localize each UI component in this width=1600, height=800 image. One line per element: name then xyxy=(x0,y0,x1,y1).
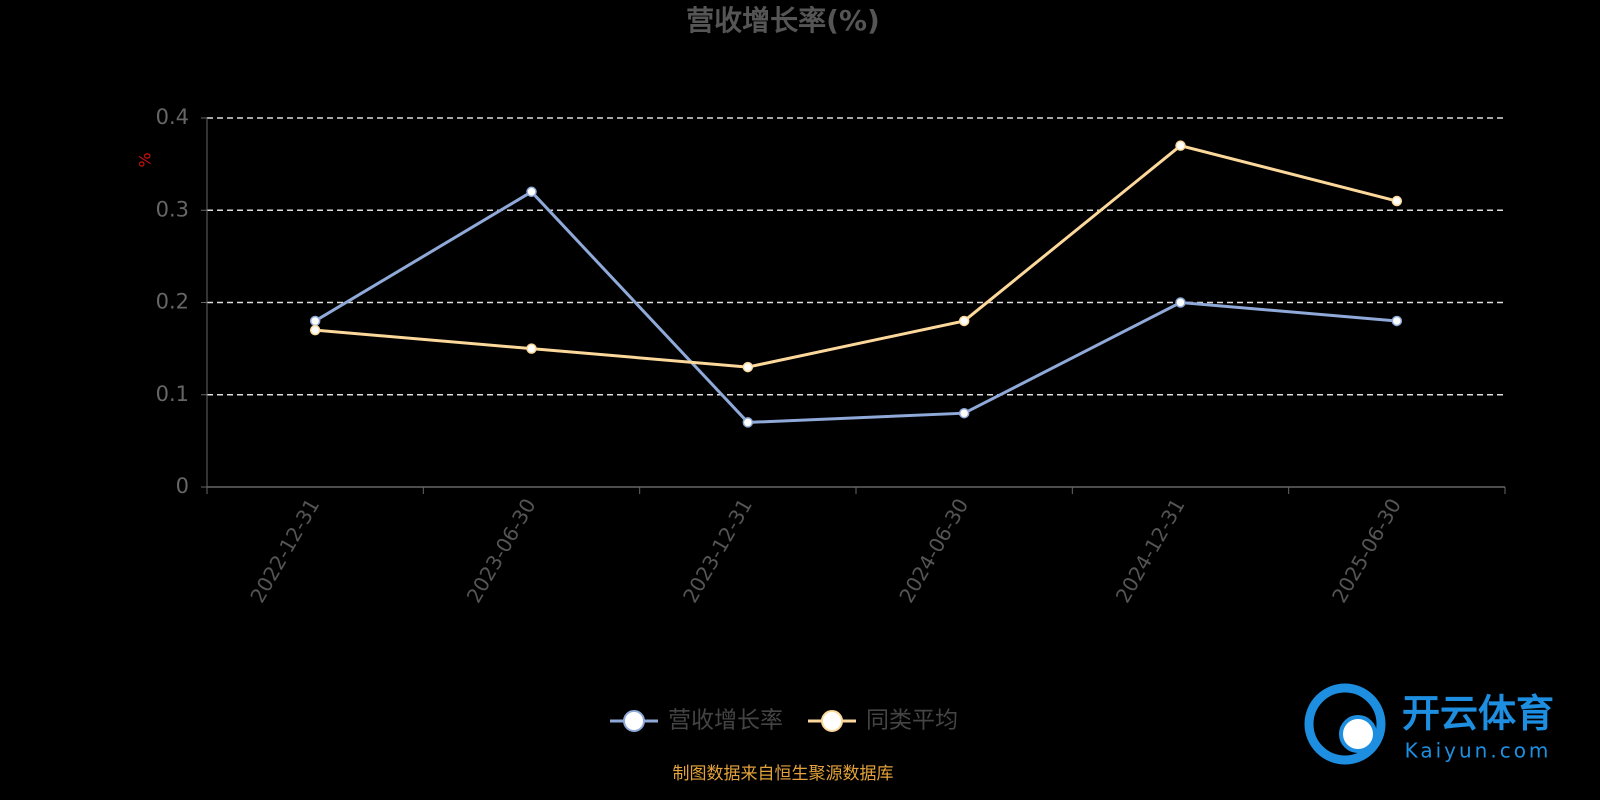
y-tick-label: 0.2 xyxy=(156,290,189,314)
series-line xyxy=(314,189,1397,424)
logo-ring xyxy=(1304,683,1386,765)
data-point xyxy=(526,186,537,198)
legend-label: 营收增长率 xyxy=(668,708,783,734)
legend-item: 营收增长率 xyxy=(610,708,783,734)
series-line xyxy=(315,144,1398,369)
chart-title: 营收增长率(%) xyxy=(686,4,880,37)
y-tick-label: 0.3 xyxy=(156,197,189,221)
data-point xyxy=(1391,195,1403,207)
data-point xyxy=(742,417,754,428)
data-point xyxy=(1175,297,1186,308)
logo-ball xyxy=(1339,715,1377,753)
data-point xyxy=(309,324,321,336)
watermark-site: Kaiyun.com xyxy=(1405,739,1552,763)
legend-item: 同类平均 xyxy=(808,708,958,734)
data-point xyxy=(742,361,754,373)
source-note: 制图数据来自恒生聚源数据库 xyxy=(673,764,894,784)
data-point xyxy=(1175,140,1186,151)
data-point xyxy=(958,407,970,419)
data-point xyxy=(958,315,970,327)
watermark-brand: 开云体育 xyxy=(1402,692,1554,736)
y-axis-label: % xyxy=(136,152,155,167)
data-point xyxy=(309,315,321,327)
data-point xyxy=(1391,315,1403,327)
watermark: 开云体育 Kaiyun.com xyxy=(1304,683,1554,765)
y-tick-label: 0.1 xyxy=(156,382,189,406)
y-tick-label: 0.4 xyxy=(156,105,189,129)
legend-marker xyxy=(623,710,645,732)
legend-label: 同类平均 xyxy=(866,708,958,734)
y-tick-label: 0 xyxy=(176,474,189,498)
legend-marker xyxy=(821,710,843,732)
data-point xyxy=(526,343,537,354)
